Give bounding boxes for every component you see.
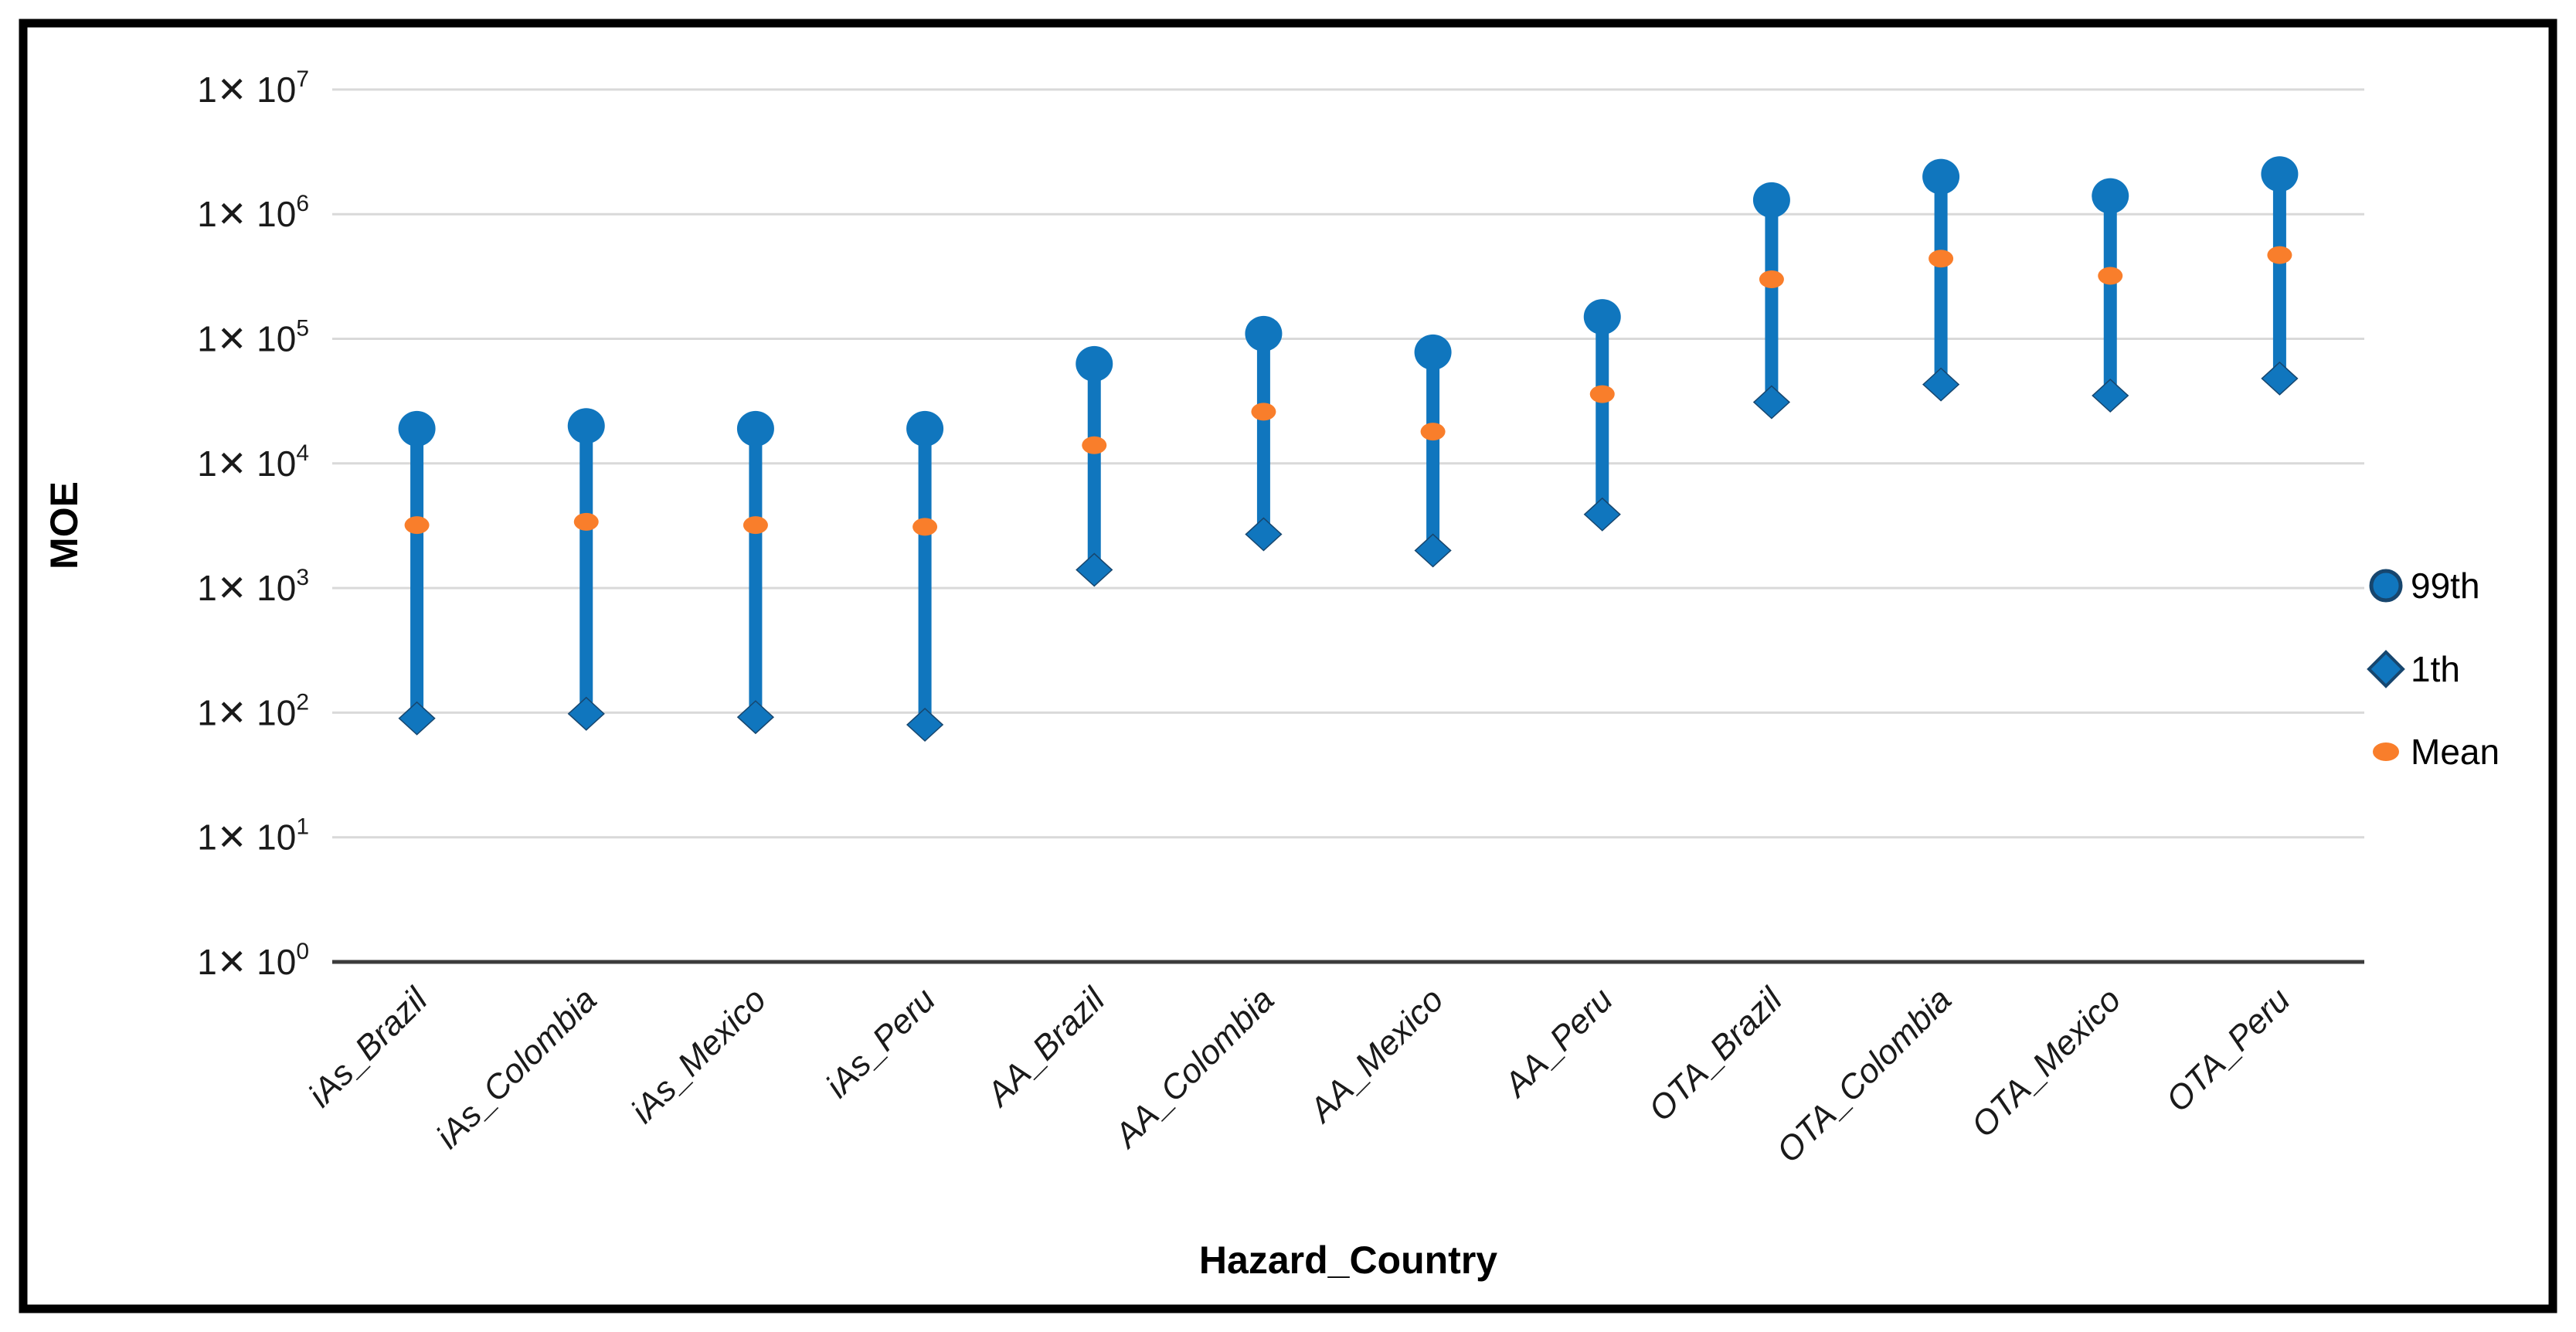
legend: 99th 1th Mean [2367,566,2500,772]
p1-marker [1245,517,1283,552]
mean-marker [1082,436,1107,454]
range-column-iAs_Mexico [736,410,775,735]
y-tick-label-1e2: 1✕ 102 [197,689,309,732]
p1-marker [398,701,436,736]
p1-marker [567,696,605,731]
p1-marker [1076,552,1113,587]
legend-label-99th: 99th [2411,566,2480,606]
p1-marker [736,700,775,735]
legend-item-99th: 99th [2369,566,2480,606]
legend-circle-icon [2369,569,2403,603]
p99-marker [2261,156,2299,192]
mean-marker [2098,267,2123,285]
y-axis-title: MOE [42,481,86,569]
mean-marker [404,516,430,535]
data-series-group [398,156,2299,742]
range-column-iAs_Colombia [567,408,605,731]
legend-item-1th: 1th [2367,649,2460,689]
x-axis-title: Hazard_Country [1199,1239,1497,1282]
range-column-OTA_Colombia [1922,158,1960,402]
y-tick-label-1e1: 1✕ 101 [197,814,309,858]
y-tick-label-1e4: 1✕ 104 [197,440,309,484]
legend-label-1th: 1th [2411,649,2460,689]
range-column-OTA_Peru [2261,156,2299,396]
figure-border [19,19,2557,1313]
y-tick-label-1e5: 1✕ 105 [197,316,309,359]
range-column-AA_Peru [1583,299,1621,532]
range-column-OTA_Brazil [1752,182,1791,420]
y-tick-label-1e3: 1✕ 103 [197,565,309,608]
range-column-iAs_Brazil [398,410,436,736]
y-tick-label-1e7: 1✕ 107 [197,66,309,110]
range-column-AA_Colombia [1245,315,1283,552]
p99-marker [1414,334,1452,370]
mean-marker [573,512,599,531]
legend-item-Mean: Mean [2373,732,2500,772]
p1-marker [1583,497,1621,532]
range-column-AA_Brazil [1076,345,1113,587]
range-column-AA_Mexico [1414,334,1452,568]
p1-marker [2261,361,2299,396]
p1-marker [906,708,944,742]
p1-marker [2092,379,2129,413]
p99-marker [567,408,605,444]
y-axis-tick-labels: 1✕ 107 1✕ 106 1✕ 105 1✕ 104 1✕ 103 1✕ 102 1✕ 1… [197,66,309,982]
p99-marker [1076,345,1113,382]
p99-marker [1583,299,1621,335]
legend-diamond-icon [2367,650,2405,688]
mean-marker [1589,385,1615,403]
legend-label-Mean: Mean [2411,732,2500,772]
p1-marker [1922,367,1960,402]
gridlines-group [332,88,2364,839]
mean-marker [912,518,938,536]
p99-marker [2092,178,2129,214]
range-column-iAs_Peru [906,410,944,742]
p99-marker [906,410,944,447]
p99-marker [1922,158,1960,195]
y-tick-label-1e6: 1✕ 106 [197,191,309,234]
p99-marker [398,410,436,447]
mean-marker [1929,250,1954,268]
p99-marker [736,410,774,447]
mean-marker [1420,423,1446,441]
mean-marker [1759,270,1784,289]
p1-marker [1414,533,1452,568]
mean-marker [2267,246,2292,264]
p99-marker [1245,315,1283,352]
p99-marker [1752,182,1790,218]
range-column-OTA_Mexico [2092,178,2129,413]
mean-marker [743,516,768,535]
legend-mean-dot-icon [2373,742,2399,761]
mean-marker [1251,403,1276,421]
p1-marker [1752,385,1791,420]
y-tick-label-1e0: 1✕ 100 [197,939,309,982]
